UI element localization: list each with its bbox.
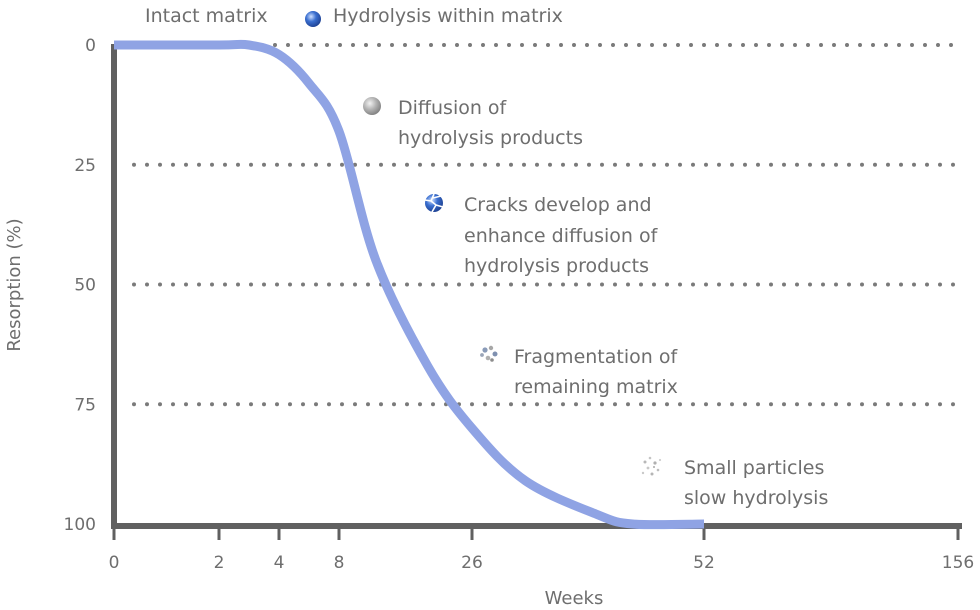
- axes: [111, 44, 962, 529]
- x-tick-label-8: 8: [334, 553, 345, 573]
- fragment-cluster-icon: [480, 345, 498, 362]
- header-label-intact: Intact matrix: [145, 5, 268, 27]
- particles-icon: [641, 456, 662, 476]
- annotation-diffusion-line-1: Diffusion of: [398, 97, 508, 119]
- y-tick-label-75: 75: [74, 395, 96, 415]
- blue-sphere-icon: [305, 11, 321, 27]
- x-tick-label-52: 52: [693, 553, 715, 573]
- annotation-cracks-line-3: hydrolysis products: [464, 255, 649, 277]
- annotation-diffusion: Diffusion of hydrolysis products: [363, 97, 583, 149]
- x-axis-title: Weeks: [545, 588, 604, 609]
- y-tick-label-0: 0: [85, 36, 96, 56]
- x-tick-label-26: 26: [461, 553, 483, 573]
- x-tick-label-0: 0: [109, 553, 120, 573]
- annotation-cracks-line-2: enhance diffusion of: [464, 225, 659, 247]
- y-axis-ticks: 0 25 50 75 100: [64, 36, 96, 535]
- annotation-cracks: Cracks develop and enhance diffusion of …: [424, 193, 659, 277]
- cracked-sphere-icon: [424, 193, 444, 213]
- grey-sphere-icon: [363, 97, 381, 115]
- annotation-cracks-line-1: Cracks develop and: [464, 194, 652, 216]
- annotation-diffusion-line-2: hydrolysis products: [398, 127, 583, 149]
- annotation-particles-line-2: slow hydrolysis: [684, 487, 828, 509]
- x-tick-label-4: 4: [274, 553, 285, 573]
- gridlines: [132, 43, 964, 407]
- series-group: [114, 39, 705, 530]
- annotation-particles: Small particles slow hydrolysis: [641, 456, 828, 509]
- x-tick-label-2: 2: [214, 553, 225, 573]
- y-tick-label-100: 100: [64, 515, 96, 535]
- x-axis-ticks: 0 2 4 8 26 52 156: [109, 526, 974, 573]
- y-tick-label-50: 50: [74, 276, 96, 296]
- annotation-fragmentation: Fragmentation of remaining matrix: [480, 345, 678, 398]
- series-line-0: [114, 39, 705, 530]
- x-tick-label-156: 156: [942, 553, 974, 573]
- annotation-particles-line-1: Small particles: [684, 457, 824, 479]
- y-tick-label-25: 25: [74, 156, 96, 176]
- header-label-hydrolysis: Hydrolysis within matrix: [333, 5, 563, 27]
- annotation-fragmentation-line-2: remaining matrix: [514, 376, 678, 398]
- y-axis-title: Resorption (%): [4, 218, 25, 351]
- annotation-fragmentation-line-1: Fragmentation of: [514, 346, 678, 368]
